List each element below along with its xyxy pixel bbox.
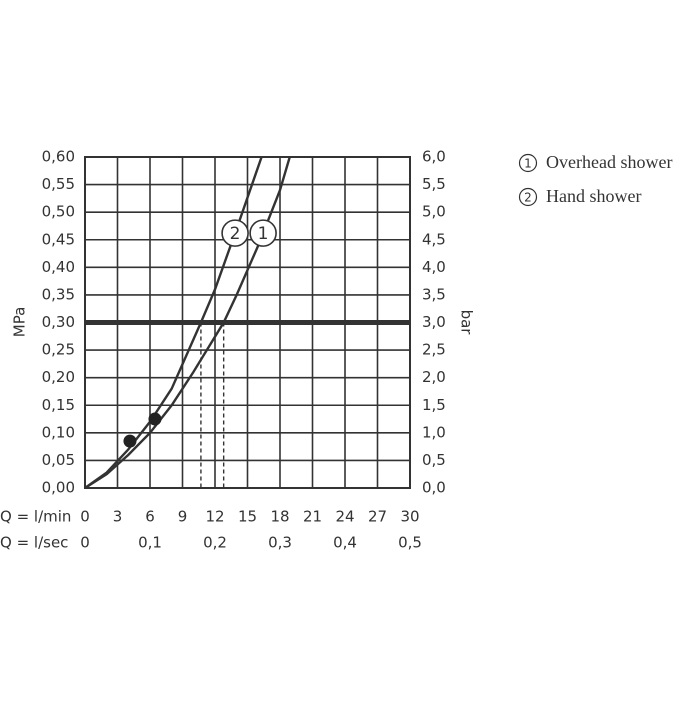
y2-tick-label: 0,5 xyxy=(422,451,446,469)
y-tick-label: 0,30 xyxy=(42,313,75,331)
y-tick-label: 0,15 xyxy=(42,396,75,414)
x2-tick-label: 0,1 xyxy=(138,534,162,552)
y-tick-label: 0,50 xyxy=(42,203,75,221)
x-tick-label: 9 xyxy=(178,508,188,526)
x-tick-label: 24 xyxy=(335,508,354,526)
y-tick-label: 0,60 xyxy=(42,148,75,166)
y-tick-label: 0,35 xyxy=(42,285,75,303)
x2-tick-label: 0,5 xyxy=(398,534,422,552)
y2-tick-label: 1,5 xyxy=(422,396,446,414)
x-tick-label: 30 xyxy=(400,508,419,526)
legend-label: Hand shower xyxy=(546,186,641,206)
y-tick-label: 0,25 xyxy=(42,341,75,359)
y2-axis-label: bar xyxy=(458,310,476,336)
curve-badge xyxy=(221,219,249,247)
x-axis-label: Q = l/min xyxy=(0,508,71,526)
y2-tick-label: 4,0 xyxy=(422,258,446,276)
y-tick-label: 0,20 xyxy=(42,368,75,386)
y-tick-label: 0,40 xyxy=(42,258,75,276)
y-tick-label: 0,10 xyxy=(42,423,75,441)
x2-tick-label: 0,3 xyxy=(268,534,292,552)
y-tick-label: 0,00 xyxy=(42,479,75,497)
legend: 1 Overhead shower 2 Hand shower xyxy=(518,152,672,207)
x-tick-label: 21 xyxy=(303,508,322,526)
x-tick-label: 12 xyxy=(205,508,224,526)
x-tick-label: 3 xyxy=(113,508,123,526)
curve-badge xyxy=(249,219,277,247)
legend-badge xyxy=(518,153,538,173)
y2-tick-label: 5,5 xyxy=(422,175,446,193)
x2-axis-label: Q = l/sec xyxy=(0,534,68,552)
y2-tick-label: 2,0 xyxy=(422,368,446,386)
y2-tick-label: 2,5 xyxy=(422,341,446,359)
legend-badge-label: 2 xyxy=(524,191,532,205)
y2-tick-label: 5,0 xyxy=(422,203,446,221)
operating-point xyxy=(123,434,137,448)
x2-tick-label: 0,4 xyxy=(333,534,357,552)
y-tick-label: 0,45 xyxy=(42,230,75,248)
y2-tick-label: 3,5 xyxy=(422,285,446,303)
curve-badge-label: 1 xyxy=(258,224,269,244)
x2-tick-label: 0 xyxy=(80,534,90,552)
x2-tick-label: 0,2 xyxy=(203,534,227,552)
operating-point xyxy=(148,412,162,426)
x-tick-label: 18 xyxy=(270,508,289,526)
legend-label: Overhead shower xyxy=(546,152,672,172)
y2-tick-label: 4,5 xyxy=(422,230,446,248)
x-tick-label: 15 xyxy=(238,508,257,526)
curve xyxy=(84,156,263,489)
y-tick-label: 0,55 xyxy=(42,175,75,193)
y2-tick-label: 0,0 xyxy=(422,479,446,497)
y-axis-label: MPa xyxy=(11,307,29,338)
y2-tick-label: 6,0 xyxy=(422,148,446,166)
y2-tick-label: 1,0 xyxy=(422,423,446,441)
x-tick-label: 0 xyxy=(80,508,90,526)
y2-tick-label: 3,0 xyxy=(422,313,446,331)
x-tick-label: 27 xyxy=(368,508,387,526)
legend-badge-label: 1 xyxy=(524,157,532,171)
legend-badge xyxy=(518,187,538,207)
y-tick-label: 0,05 xyxy=(42,451,75,469)
x-tick-label: 6 xyxy=(145,508,155,526)
curve-badge-label: 2 xyxy=(230,224,241,244)
